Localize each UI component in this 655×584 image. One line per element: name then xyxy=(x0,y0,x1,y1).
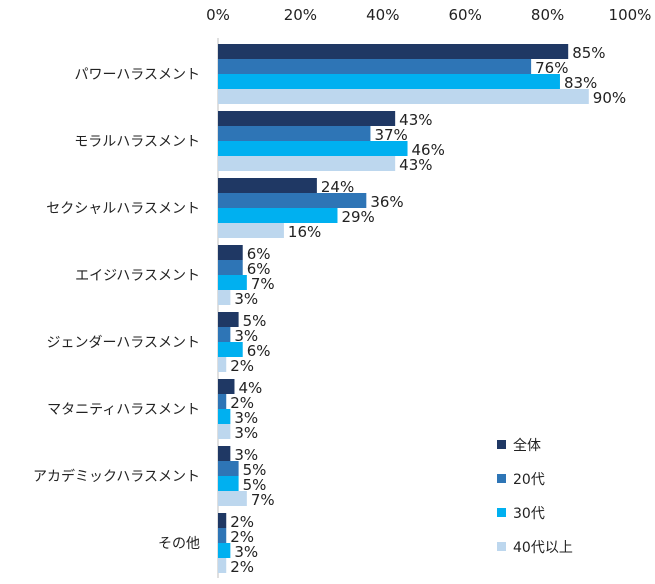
data-label: 2% xyxy=(230,357,254,375)
category-label: マタニティハラスメント xyxy=(47,402,200,418)
data-label: 2% xyxy=(230,558,254,576)
bar xyxy=(218,357,227,372)
bar xyxy=(218,394,227,409)
data-label: 6% xyxy=(247,260,271,278)
data-label: 7% xyxy=(251,491,275,509)
bar xyxy=(218,260,243,275)
bar xyxy=(218,290,231,305)
data-labels: 85%76%83%90%43%37%46%43%24%36%29%16%6%6%… xyxy=(230,44,626,576)
legend-label: 全体 xyxy=(513,437,541,454)
data-label: 3% xyxy=(234,327,258,345)
legend-label: 40代以上 xyxy=(513,540,573,556)
data-label: 2% xyxy=(230,394,254,412)
legend-label: 30代 xyxy=(513,506,545,522)
legend-swatch xyxy=(497,474,506,483)
data-label: 5% xyxy=(243,461,267,479)
category-label: その他 xyxy=(158,536,200,552)
data-label: 24% xyxy=(321,178,354,196)
bar xyxy=(218,461,239,476)
data-label: 5% xyxy=(243,312,267,330)
data-label: 29% xyxy=(341,208,374,226)
data-label: 6% xyxy=(247,342,271,360)
data-label: 6% xyxy=(247,245,271,263)
x-tick-label: 20% xyxy=(284,6,317,24)
category-label: セクシャルハラスメント xyxy=(46,201,200,217)
bar xyxy=(218,543,231,558)
bar xyxy=(218,141,408,156)
bar xyxy=(218,193,367,208)
x-tick-label: 60% xyxy=(449,6,482,24)
data-label: 2% xyxy=(230,513,254,531)
data-label: 46% xyxy=(412,141,445,159)
bar xyxy=(218,156,396,171)
category-label: ジェンダーハラスメント xyxy=(47,335,200,351)
bar xyxy=(218,178,317,193)
data-label: 90% xyxy=(593,89,626,107)
x-tick-label: 40% xyxy=(366,6,399,24)
bar xyxy=(218,223,284,238)
x-tick-label: 0% xyxy=(206,6,230,24)
bar xyxy=(218,491,247,506)
data-label: 76% xyxy=(535,59,568,77)
data-label: 37% xyxy=(374,126,407,144)
data-label: 16% xyxy=(288,223,321,241)
bar xyxy=(218,424,231,439)
data-label: 5% xyxy=(243,476,267,494)
bar xyxy=(218,74,560,89)
bar xyxy=(218,208,338,223)
bar xyxy=(218,379,235,394)
bar xyxy=(218,558,227,573)
data-label: 3% xyxy=(234,290,258,308)
bar xyxy=(218,528,227,543)
bars xyxy=(218,44,589,573)
bar xyxy=(218,476,239,491)
data-label: 36% xyxy=(370,193,403,211)
bar xyxy=(218,89,589,104)
bar xyxy=(218,275,247,290)
data-label: 43% xyxy=(399,156,432,174)
x-tick-label: 100% xyxy=(609,6,652,24)
data-label: 4% xyxy=(238,379,262,397)
data-label: 43% xyxy=(399,111,432,129)
data-label: 2% xyxy=(230,528,254,546)
bar xyxy=(218,327,231,342)
legend-swatch xyxy=(497,542,506,551)
legend-label: 20代 xyxy=(513,472,545,488)
x-tick-label: 80% xyxy=(531,6,564,24)
data-label: 3% xyxy=(234,543,258,561)
category-label: モラルハラスメント xyxy=(74,134,200,150)
data-label: 83% xyxy=(564,74,597,92)
data-label: 3% xyxy=(234,424,258,442)
bar xyxy=(218,126,371,141)
data-label: 3% xyxy=(234,409,258,427)
bar xyxy=(218,312,239,327)
bar xyxy=(218,513,227,528)
category-labels: パワーハラスメントモラルハラスメントセクシャルハラスメントエイジハラスメントジェ… xyxy=(33,67,200,552)
legend: 全体 20代 30代 40代以上 xyxy=(497,437,573,556)
bar xyxy=(218,446,231,461)
category-label: パワーハラスメント xyxy=(75,67,200,83)
data-label: 3% xyxy=(234,446,258,464)
legend-swatch xyxy=(497,508,506,517)
bar xyxy=(218,111,396,126)
bar xyxy=(218,409,231,424)
legend-swatch xyxy=(497,440,506,449)
bar xyxy=(218,44,569,59)
category-label: アカデミックハラスメント xyxy=(33,468,200,485)
data-label: 85% xyxy=(572,44,605,62)
category-label: エイジハラスメント xyxy=(75,268,200,284)
bar xyxy=(218,342,243,357)
x-tick-labels: 0% 20% 40% 60% 80% 100% xyxy=(206,6,651,24)
bar xyxy=(218,245,243,260)
bar xyxy=(218,59,532,74)
data-label: 7% xyxy=(251,275,275,293)
